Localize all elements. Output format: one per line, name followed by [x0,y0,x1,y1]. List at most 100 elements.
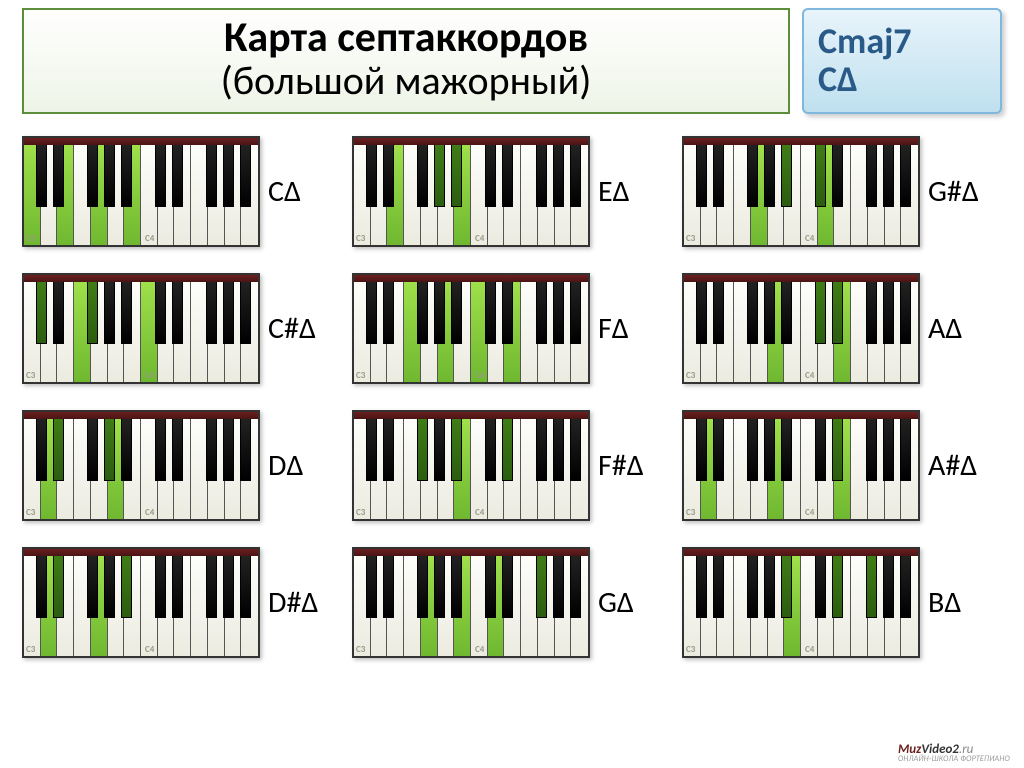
white-key [387,556,404,656]
keyboard-topbar [24,138,258,145]
white-key [717,145,734,245]
white-key [521,556,538,656]
white-key [124,419,141,519]
white-key [74,145,91,245]
keyboard: C3C4 [22,547,260,658]
white-key [41,419,58,519]
keyboard: C3C4 [682,273,920,384]
white-key [868,145,885,245]
keyboard-topbar [24,549,258,556]
chord-type-l2: CΔ [818,61,986,99]
white-key [124,556,141,656]
white-key [488,556,505,656]
white-key [191,282,208,382]
white-key [521,419,538,519]
chord-cell: C3C4GΔ [352,547,672,658]
white-key [851,145,868,245]
white-key [768,145,785,245]
white-key [784,282,801,382]
white-key [158,282,175,382]
white-key [868,419,885,519]
white-key [225,145,242,245]
white-key [158,419,175,519]
keyboard: C3C4 [22,136,260,247]
chord-label: C#Δ [268,310,316,347]
white-key [684,419,701,519]
white-key [371,556,388,656]
white-key [488,145,505,245]
chord-cell: C3C4FΔ [352,273,672,384]
white-key [354,282,371,382]
chord-cell: C3C4BΔ [682,547,1002,658]
white-key [74,556,91,656]
white-key [801,556,818,656]
white-key [225,419,242,519]
white-key [768,282,785,382]
keyboard: C3C4 [352,136,590,247]
white-key [438,419,455,519]
white-key [41,145,58,245]
white-keys [684,145,918,245]
white-keys [24,145,258,245]
chord-label: BΔ [928,584,961,621]
white-key [471,419,488,519]
white-key [538,282,555,382]
keyboard: C3C4 [682,547,920,658]
white-key [885,282,902,382]
white-key [504,556,521,656]
white-key [784,145,801,245]
white-key [504,282,521,382]
chord-label: FΔ [598,310,629,347]
brand-sub: ОНЛАЙН-ШКОЛА ФОРТЕПИАНО [898,757,1010,762]
white-key [208,282,225,382]
white-key [818,145,835,245]
white-key [538,556,555,656]
chord-grid: C3C4CΔC3C4EΔC3C4G#ΔC3C4C#ΔC3C4FΔC3C4AΔC3… [0,114,1024,658]
chord-cell: C3C4CΔ [22,136,342,247]
white-key [387,419,404,519]
white-key [225,282,242,382]
keyboard: C3C4 [352,410,590,521]
white-key [421,419,438,519]
white-key [141,282,158,382]
white-key [751,282,768,382]
white-key [684,556,701,656]
chord-label: G#Δ [928,173,979,210]
white-key [24,145,41,245]
keyboard: C3C4 [682,136,920,247]
white-key [684,282,701,382]
white-key [454,145,471,245]
white-keys [354,145,588,245]
keyboard-topbar [684,138,918,145]
white-keys [354,282,588,382]
chord-label: CΔ [268,173,301,210]
white-key [421,556,438,656]
white-key [488,419,505,519]
white-key [24,419,41,519]
white-key [734,282,751,382]
white-key [555,145,572,245]
white-key [241,145,258,245]
white-keys [684,282,918,382]
white-key [555,282,572,382]
chord-cell: C3C4EΔ [352,136,672,247]
white-key [404,556,421,656]
chord-cell: C3C4A#Δ [682,410,1002,521]
white-key [834,145,851,245]
white-key [834,419,851,519]
white-key [521,145,538,245]
keyboard: C3C4 [352,273,590,384]
white-key [818,419,835,519]
white-key [734,419,751,519]
white-key [868,556,885,656]
chord-cell: C3C4AΔ [682,273,1002,384]
white-key [421,282,438,382]
white-key [538,145,555,245]
white-key [371,145,388,245]
white-key [208,556,225,656]
white-key [141,556,158,656]
white-key [734,556,751,656]
white-key [454,556,471,656]
white-key [124,145,141,245]
white-key [371,419,388,519]
